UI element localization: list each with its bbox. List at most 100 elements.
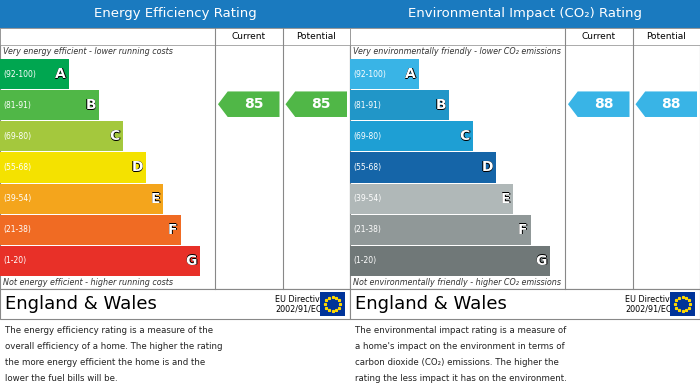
Text: F: F [168, 222, 178, 236]
Text: 2002/91/EC: 2002/91/EC [275, 305, 321, 314]
Text: E: E [151, 192, 160, 206]
Text: A: A [405, 66, 416, 81]
Text: B: B [436, 98, 447, 112]
Text: overall efficiency of a home. The higher the rating: overall efficiency of a home. The higher… [5, 342, 223, 351]
Text: B: B [85, 99, 96, 113]
Text: the more energy efficient the home is and the: the more energy efficient the home is an… [5, 358, 205, 367]
Text: (92-100): (92-100) [3, 70, 36, 79]
Bar [0, 0, 350, 28]
Text: C: C [460, 129, 470, 143]
Text: A: A [405, 67, 416, 81]
Text: EU Directive: EU Directive [625, 294, 675, 303]
Text: D: D [132, 160, 144, 174]
Text: C: C [109, 129, 120, 143]
Text: (39-54): (39-54) [3, 194, 31, 203]
Text: G: G [186, 254, 197, 268]
Polygon shape [636, 91, 697, 117]
Text: (92-100): (92-100) [353, 70, 386, 79]
Text: B: B [86, 98, 97, 112]
Text: Potential: Potential [646, 32, 686, 41]
Text: (1-20): (1-20) [353, 256, 376, 265]
Text: C: C [459, 129, 470, 143]
Text: C: C [459, 130, 470, 144]
Text: Current: Current [582, 32, 616, 41]
Bar [0, 28, 350, 45]
Text: F: F [518, 223, 528, 237]
Text: (55-68): (55-68) [353, 163, 381, 172]
Text: D: D [482, 161, 494, 175]
Text: 85: 85 [312, 97, 331, 111]
Text: D: D [132, 160, 144, 174]
Bar [0, 289, 350, 319]
Text: F: F [167, 223, 177, 237]
Bar [0, 28, 350, 289]
Bar [320, 292, 345, 316]
Bar [0, 215, 181, 245]
Text: D: D [482, 160, 494, 174]
Text: G: G [536, 254, 547, 268]
Bar [350, 183, 513, 214]
Text: Potential: Potential [296, 32, 336, 41]
Text: G: G [535, 254, 547, 268]
Text: F: F [168, 223, 178, 237]
Text: England & Wales: England & Wales [355, 295, 507, 313]
Text: E: E [501, 192, 510, 206]
Text: G: G [186, 255, 197, 269]
Bar [0, 59, 69, 89]
Text: D: D [132, 161, 144, 175]
Text: Very environmentally friendly - lower CO₂ emissions: Very environmentally friendly - lower CO… [353, 47, 561, 56]
Bar [350, 90, 449, 120]
Polygon shape [218, 91, 279, 117]
Text: G: G [536, 254, 547, 268]
Text: E: E [151, 192, 160, 206]
Text: A: A [55, 67, 66, 81]
Text: C: C [110, 129, 120, 143]
Text: A: A [405, 68, 416, 82]
Text: C: C [108, 129, 119, 143]
Text: 2002/91/EC: 2002/91/EC [625, 305, 671, 314]
Text: G: G [186, 253, 197, 267]
Text: E: E [150, 192, 160, 206]
Text: Current: Current [232, 32, 266, 41]
Text: F: F [169, 223, 178, 237]
Text: The energy efficiency rating is a measure of the: The energy efficiency rating is a measur… [5, 326, 213, 335]
Text: C: C [458, 129, 469, 143]
Text: a home's impact on the environment in terms of: a home's impact on the environment in te… [355, 342, 565, 351]
Text: 85: 85 [244, 97, 263, 111]
Text: B: B [435, 98, 446, 112]
Text: 88: 88 [662, 97, 681, 111]
Text: (81-91): (81-91) [3, 101, 31, 110]
Text: EU Directive: EU Directive [275, 294, 325, 303]
Bar [0, 152, 146, 183]
Text: E: E [500, 192, 510, 206]
Text: A: A [405, 67, 416, 81]
Bar [350, 121, 472, 151]
Bar [670, 292, 695, 316]
Text: F: F [168, 223, 178, 237]
Text: (81-91): (81-91) [353, 101, 381, 110]
Text: F: F [518, 222, 528, 236]
Text: England & Wales: England & Wales [5, 295, 157, 313]
Bar [350, 289, 700, 319]
Text: rating the less impact it has on the environment.: rating the less impact it has on the env… [355, 374, 567, 383]
Bar [350, 28, 700, 289]
Text: E: E [501, 192, 511, 206]
Polygon shape [286, 91, 347, 117]
Text: D: D [132, 160, 144, 174]
Text: (69-80): (69-80) [353, 132, 381, 141]
Bar [350, 59, 419, 89]
Polygon shape [568, 91, 629, 117]
Bar [350, 246, 550, 276]
Text: Not environmentally friendly - higher CO₂ emissions: Not environmentally friendly - higher CO… [353, 278, 561, 287]
Text: D: D [481, 160, 493, 174]
Text: (69-80): (69-80) [3, 132, 31, 141]
Text: B: B [85, 98, 96, 112]
Text: G: G [186, 254, 197, 268]
Text: (39-54): (39-54) [353, 194, 382, 203]
Text: A: A [55, 67, 65, 81]
Text: lower the fuel bills will be.: lower the fuel bills will be. [5, 374, 118, 383]
Text: D: D [131, 160, 143, 174]
Text: E: E [151, 192, 161, 206]
Text: The environmental impact rating is a measure of: The environmental impact rating is a mea… [355, 326, 566, 335]
Text: Not energy efficient - higher running costs: Not energy efficient - higher running co… [3, 278, 173, 287]
